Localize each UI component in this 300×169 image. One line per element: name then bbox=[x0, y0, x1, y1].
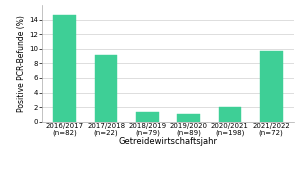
Bar bbox=[136, 112, 159, 122]
Bar bbox=[95, 55, 117, 122]
Bar bbox=[177, 114, 200, 122]
Bar bbox=[219, 107, 241, 122]
Bar bbox=[53, 15, 76, 122]
Bar bbox=[260, 51, 283, 122]
X-axis label: Getreidewirtschaftsjahr: Getreidewirtschaftsjahr bbox=[118, 137, 218, 147]
Y-axis label: Positive PCR-Befunde (%): Positive PCR-Befunde (%) bbox=[17, 15, 26, 112]
